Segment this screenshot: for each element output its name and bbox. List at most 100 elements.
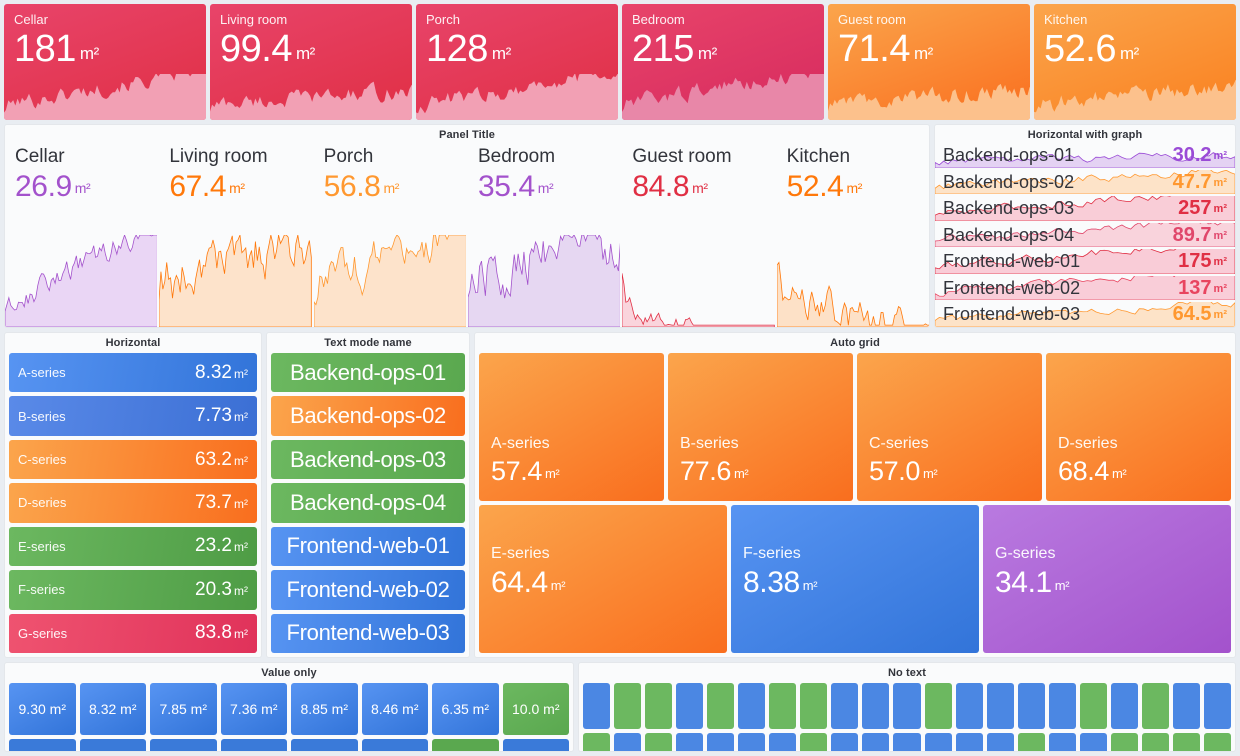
no-text-cell[interactable] (986, 733, 1014, 751)
value-only-cell[interactable]: 7.36 m² (220, 683, 287, 735)
hgraph-row[interactable]: Frontend-web-03 64.5 m² (935, 302, 1235, 327)
no-text-cell[interactable] (1172, 733, 1200, 751)
no-text-cell[interactable] (707, 733, 735, 751)
no-text-cell[interactable] (738, 683, 766, 729)
no-text-cell[interactable] (614, 733, 642, 751)
panel-horizontal-with-graph[interactable]: Horizontal with graph Backend-ops-01 30.2… (934, 124, 1236, 328)
no-text-cell[interactable] (1048, 683, 1076, 729)
no-text-cell[interactable] (1079, 683, 1107, 729)
no-text-cell[interactable] (738, 733, 766, 751)
no-text-cell[interactable] (831, 683, 859, 729)
no-text-cell[interactable] (1203, 683, 1231, 729)
value-only-cell[interactable]: 6.35 m² (432, 683, 499, 735)
panel-value-only[interactable]: Value only 9.30 m² 8.32 m² 7.85 m² 7.36 m² 8… (4, 662, 574, 752)
text-mode-bar[interactable]: Frontend-web-03 (271, 613, 465, 653)
stat-tile[interactable]: Living room 99.4 m² (210, 4, 412, 120)
no-text-cell[interactable] (769, 733, 797, 751)
no-text-cell[interactable] (893, 733, 921, 751)
no-text-cell[interactable] (676, 733, 704, 751)
text-mode-bar[interactable]: Backend-ops-03 (271, 439, 465, 480)
hgraph-row[interactable]: Frontend-web-01 175 m² (935, 249, 1235, 276)
no-text-cell[interactable] (924, 733, 952, 751)
stat-tile[interactable]: Guest room 71.4 m² (828, 4, 1030, 120)
auto-grid-cell[interactable]: A-series 57.4 m² (479, 353, 664, 501)
no-text-cell[interactable] (645, 683, 673, 729)
no-text-cell[interactable] (707, 683, 735, 729)
text-mode-bar[interactable]: Frontend-web-01 (271, 526, 465, 567)
value-only-cell[interactable] (220, 739, 287, 751)
stat-tile[interactable]: Kitchen 52.6 m² (1034, 4, 1236, 120)
no-text-cell[interactable] (583, 683, 611, 729)
no-text-cell[interactable] (800, 683, 828, 729)
no-text-cell[interactable] (955, 733, 983, 751)
no-text-cell[interactable] (769, 683, 797, 729)
no-text-cell[interactable] (645, 733, 673, 751)
no-text-cell[interactable] (800, 733, 828, 751)
auto-grid-cell[interactable]: E-series 64.4 m² (479, 505, 727, 653)
value-only-cell[interactable]: 8.85 m² (291, 683, 358, 735)
horizontal-bar[interactable]: C-series 63.2 m² (9, 439, 257, 480)
value-only-cell[interactable]: 9.30 m² (9, 683, 76, 735)
value-only-cell[interactable] (432, 739, 499, 751)
value-only-cell[interactable] (361, 739, 428, 751)
no-text-cell[interactable] (1110, 683, 1138, 729)
auto-grid-cell[interactable]: C-series 57.0 m² (857, 353, 1042, 501)
text-mode-bar[interactable]: Backend-ops-04 (271, 483, 465, 523)
text-mode-bar[interactable]: Frontend-web-02 (271, 570, 465, 610)
value-only-cell[interactable] (502, 739, 569, 751)
panel-auto-grid[interactable]: Auto grid A-series 57.4 m² B-series 77.6 m² C-… (474, 332, 1236, 658)
no-text-cell[interactable] (1203, 733, 1231, 751)
no-text-cell[interactable] (614, 683, 642, 729)
no-text-cell[interactable] (1110, 733, 1138, 751)
no-text-cell[interactable] (1141, 683, 1169, 729)
no-text-cell[interactable] (862, 733, 890, 751)
panel-horizontal[interactable]: Horizontal A-series 8.32 m² B-series 7.73 m² C… (4, 332, 262, 658)
stat-cell[interactable]: Living room 67.4 m² (159, 143, 314, 327)
hgraph-row[interactable]: Frontend-web-02 137 m² (935, 275, 1235, 303)
auto-grid-cell[interactable]: F-series 8.38 m² (731, 505, 979, 653)
value-only-cell[interactable]: 10.0 m² (502, 683, 569, 735)
panel-no-text[interactable]: No text (578, 662, 1236, 752)
no-text-cell[interactable] (1141, 733, 1169, 751)
horizontal-bar[interactable]: F-series 20.3 m² (9, 570, 257, 610)
no-text-cell[interactable] (893, 683, 921, 729)
stat-tile[interactable]: Porch 128 m² (416, 4, 618, 120)
horizontal-bar[interactable]: A-series 8.32 m² (9, 353, 257, 393)
stat-cell[interactable]: Cellar 26.9 m² (5, 143, 160, 327)
hgraph-row[interactable]: Backend-ops-01 30.2 m² (935, 143, 1235, 170)
horizontal-bar[interactable]: G-series 83.8 m² (9, 613, 257, 653)
stat-cell[interactable]: Porch 56.8 m² (313, 143, 468, 327)
no-text-cell[interactable] (1048, 733, 1076, 751)
value-only-cell[interactable] (79, 739, 146, 751)
auto-grid-cell[interactable]: B-series 77.6 m² (668, 353, 853, 501)
value-only-cell[interactable]: 8.32 m² (79, 683, 146, 735)
auto-grid-cell[interactable]: G-series 34.1 m² (983, 505, 1231, 653)
text-mode-bar[interactable]: Backend-ops-01 (271, 353, 465, 393)
stat-cell[interactable]: Guest room 84.8 m² (622, 143, 777, 327)
value-only-cell[interactable]: 7.85 m² (150, 683, 217, 735)
value-only-cell[interactable] (150, 739, 217, 751)
horizontal-bar[interactable]: B-series 7.73 m² (9, 396, 257, 436)
stat-tile[interactable]: Bedroom 215 m² (622, 4, 824, 120)
stat-tile[interactable]: Cellar 181 m² (4, 4, 206, 120)
no-text-cell[interactable] (1017, 683, 1045, 729)
stat-cell[interactable]: Kitchen 52.4 m² (776, 143, 929, 327)
no-text-cell[interactable] (862, 683, 890, 729)
text-mode-bar[interactable]: Backend-ops-02 (271, 396, 465, 436)
panel-text-mode-name[interactable]: Text mode name Backend-ops-01 Backend-ops… (266, 332, 470, 658)
hgraph-row[interactable]: Backend-ops-02 47.7 m² (935, 169, 1235, 197)
panel-panel-title[interactable]: Panel Title Cellar 26.9 m² Living room 67.4… (4, 124, 930, 328)
no-text-cell[interactable] (986, 683, 1014, 729)
no-text-cell[interactable] (676, 683, 704, 729)
value-only-cell[interactable]: 8.46 m² (361, 683, 428, 735)
hgraph-row[interactable]: Backend-ops-03 257 m² (935, 196, 1235, 223)
no-text-cell[interactable] (1017, 733, 1045, 751)
auto-grid-cell[interactable]: D-series 68.4 m² (1046, 353, 1231, 501)
no-text-cell[interactable] (924, 683, 952, 729)
no-text-cell[interactable] (583, 733, 611, 751)
horizontal-bar[interactable]: E-series 23.2 m² (9, 526, 257, 567)
no-text-cell[interactable] (1079, 733, 1107, 751)
stat-cell[interactable]: Bedroom 35.4 m² (467, 143, 623, 327)
no-text-cell[interactable] (955, 683, 983, 729)
no-text-cell[interactable] (831, 733, 859, 751)
